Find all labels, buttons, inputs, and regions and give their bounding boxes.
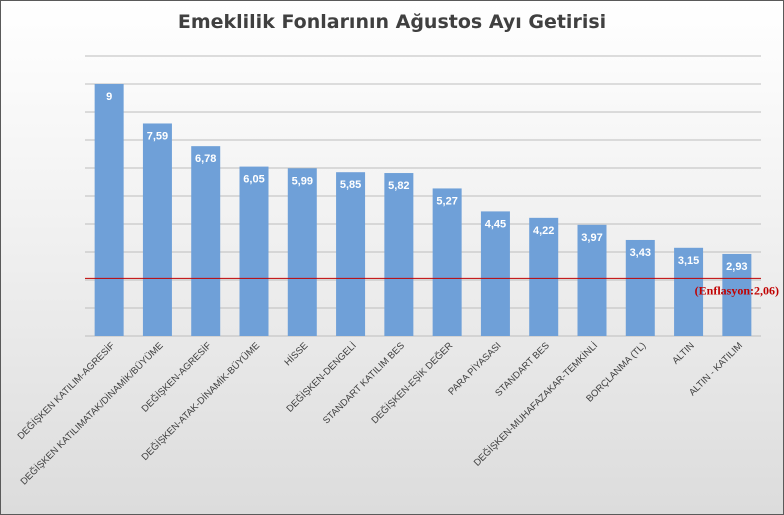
bar (94, 84, 124, 336)
category-label: DEĞİŞKEN KATILIM-AGRESİF (16, 340, 118, 442)
data-label: 6,05 (243, 174, 264, 186)
bar (577, 224, 607, 336)
data-label: 7,59 (147, 130, 168, 142)
data-label: 6,78 (195, 153, 216, 165)
data-label: 2,93 (726, 261, 747, 273)
data-label: 5,27 (436, 195, 457, 207)
data-label: 3,15 (678, 255, 699, 267)
chart-title: Emeklilik Fonlarının Ağustos Ayı Getiris… (177, 11, 607, 33)
data-label: 3,43 (630, 247, 651, 259)
bar (239, 166, 269, 336)
category-label: DEĞİŞKEN-EŞİK DEĞER (369, 340, 455, 426)
bar (287, 168, 317, 336)
data-label: 5,99 (292, 175, 313, 187)
bar (625, 239, 655, 336)
data-label: 4,45 (485, 218, 506, 230)
data-label: 5,85 (340, 179, 361, 191)
inflation-label: (Enflasyon:2,06) (695, 283, 779, 297)
data-label: 4,22 (533, 225, 554, 237)
bar (384, 173, 414, 336)
bar (674, 247, 704, 336)
data-label: 5,82 (388, 180, 409, 192)
category-label: STANDART KATILIM BES (321, 340, 407, 426)
category-label: HİSSE (282, 340, 310, 368)
bar (142, 123, 172, 336)
bar (336, 172, 366, 336)
bar (722, 253, 752, 336)
bar (529, 217, 559, 336)
bar (480, 211, 510, 336)
data-label: 9 (106, 91, 112, 103)
data-label: 3,97 (581, 232, 602, 244)
category-label: ALTIN (670, 340, 696, 366)
bar (191, 146, 221, 336)
bar (432, 188, 462, 336)
